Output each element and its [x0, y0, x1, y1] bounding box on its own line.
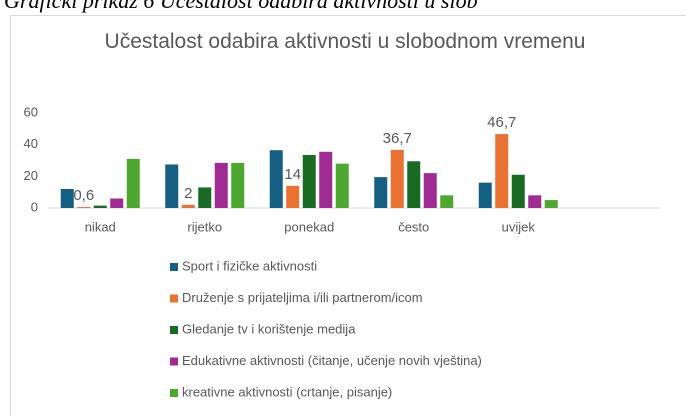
bar: [374, 177, 388, 208]
data-label: 46,7: [487, 114, 516, 131]
bar: [198, 187, 212, 208]
x-tick-label: rijetko: [187, 219, 222, 234]
x-tick-label: nikad: [85, 219, 116, 234]
bar: [286, 185, 300, 208]
x-tick-label: uvijek: [502, 219, 536, 234]
bar: [110, 198, 124, 208]
legend-label: Sport i fizičke aktivnosti: [182, 258, 317, 273]
legend-swatch: [170, 326, 178, 334]
data-label: 2: [184, 185, 192, 202]
bar: [319, 151, 333, 208]
y-tick-label: 0: [31, 199, 38, 214]
bar: [93, 205, 107, 208]
bar: [407, 161, 421, 208]
legend-label: Edukativne aktivnosti (čitanje, učenje n…: [182, 353, 482, 368]
bar: [335, 163, 349, 208]
y-tick-label: 40: [24, 136, 38, 151]
bar: [165, 164, 179, 208]
legend-swatch: [170, 263, 178, 271]
legend-label: Druženje s prijateljima i/ili partnerom/…: [182, 290, 423, 305]
bar: [440, 195, 454, 208]
data-label: 0,6: [73, 187, 94, 204]
bar: [231, 162, 245, 208]
bar: [214, 162, 228, 208]
bar: [511, 174, 525, 208]
y-tick-label: 60: [24, 104, 38, 119]
bar: [495, 134, 509, 208]
x-tick-label: često: [398, 219, 429, 234]
chart-border: [10, 15, 686, 416]
legend-swatch: [170, 389, 178, 397]
bar: [478, 182, 492, 208]
bar: [126, 158, 140, 208]
bar: [269, 150, 283, 208]
bar: [181, 204, 195, 208]
y-tick-label: 20: [24, 168, 38, 183]
bar: [544, 200, 558, 208]
legend-swatch: [170, 294, 178, 303]
chart-title: Učestalost odabira aktivnosti u slobodno…: [104, 30, 586, 53]
legend-label: kreativne aktivnosti (crtanje, pisanje): [182, 384, 392, 399]
bar: [423, 173, 437, 208]
x-tick-label: ponekad: [284, 219, 334, 234]
legend-label: Gledanje tv i korištenje medija: [182, 321, 356, 336]
bar: [77, 207, 91, 208]
bar: [60, 189, 74, 208]
bar: [390, 149, 404, 208]
legend-swatch: [170, 357, 178, 366]
data-label: 14: [284, 166, 301, 183]
bar: [302, 154, 316, 208]
data-label: 36,7: [383, 130, 412, 147]
caption: Grafički prikaz 6 Učestalost odabira akt…: [4, 0, 478, 13]
bar: [528, 195, 542, 208]
